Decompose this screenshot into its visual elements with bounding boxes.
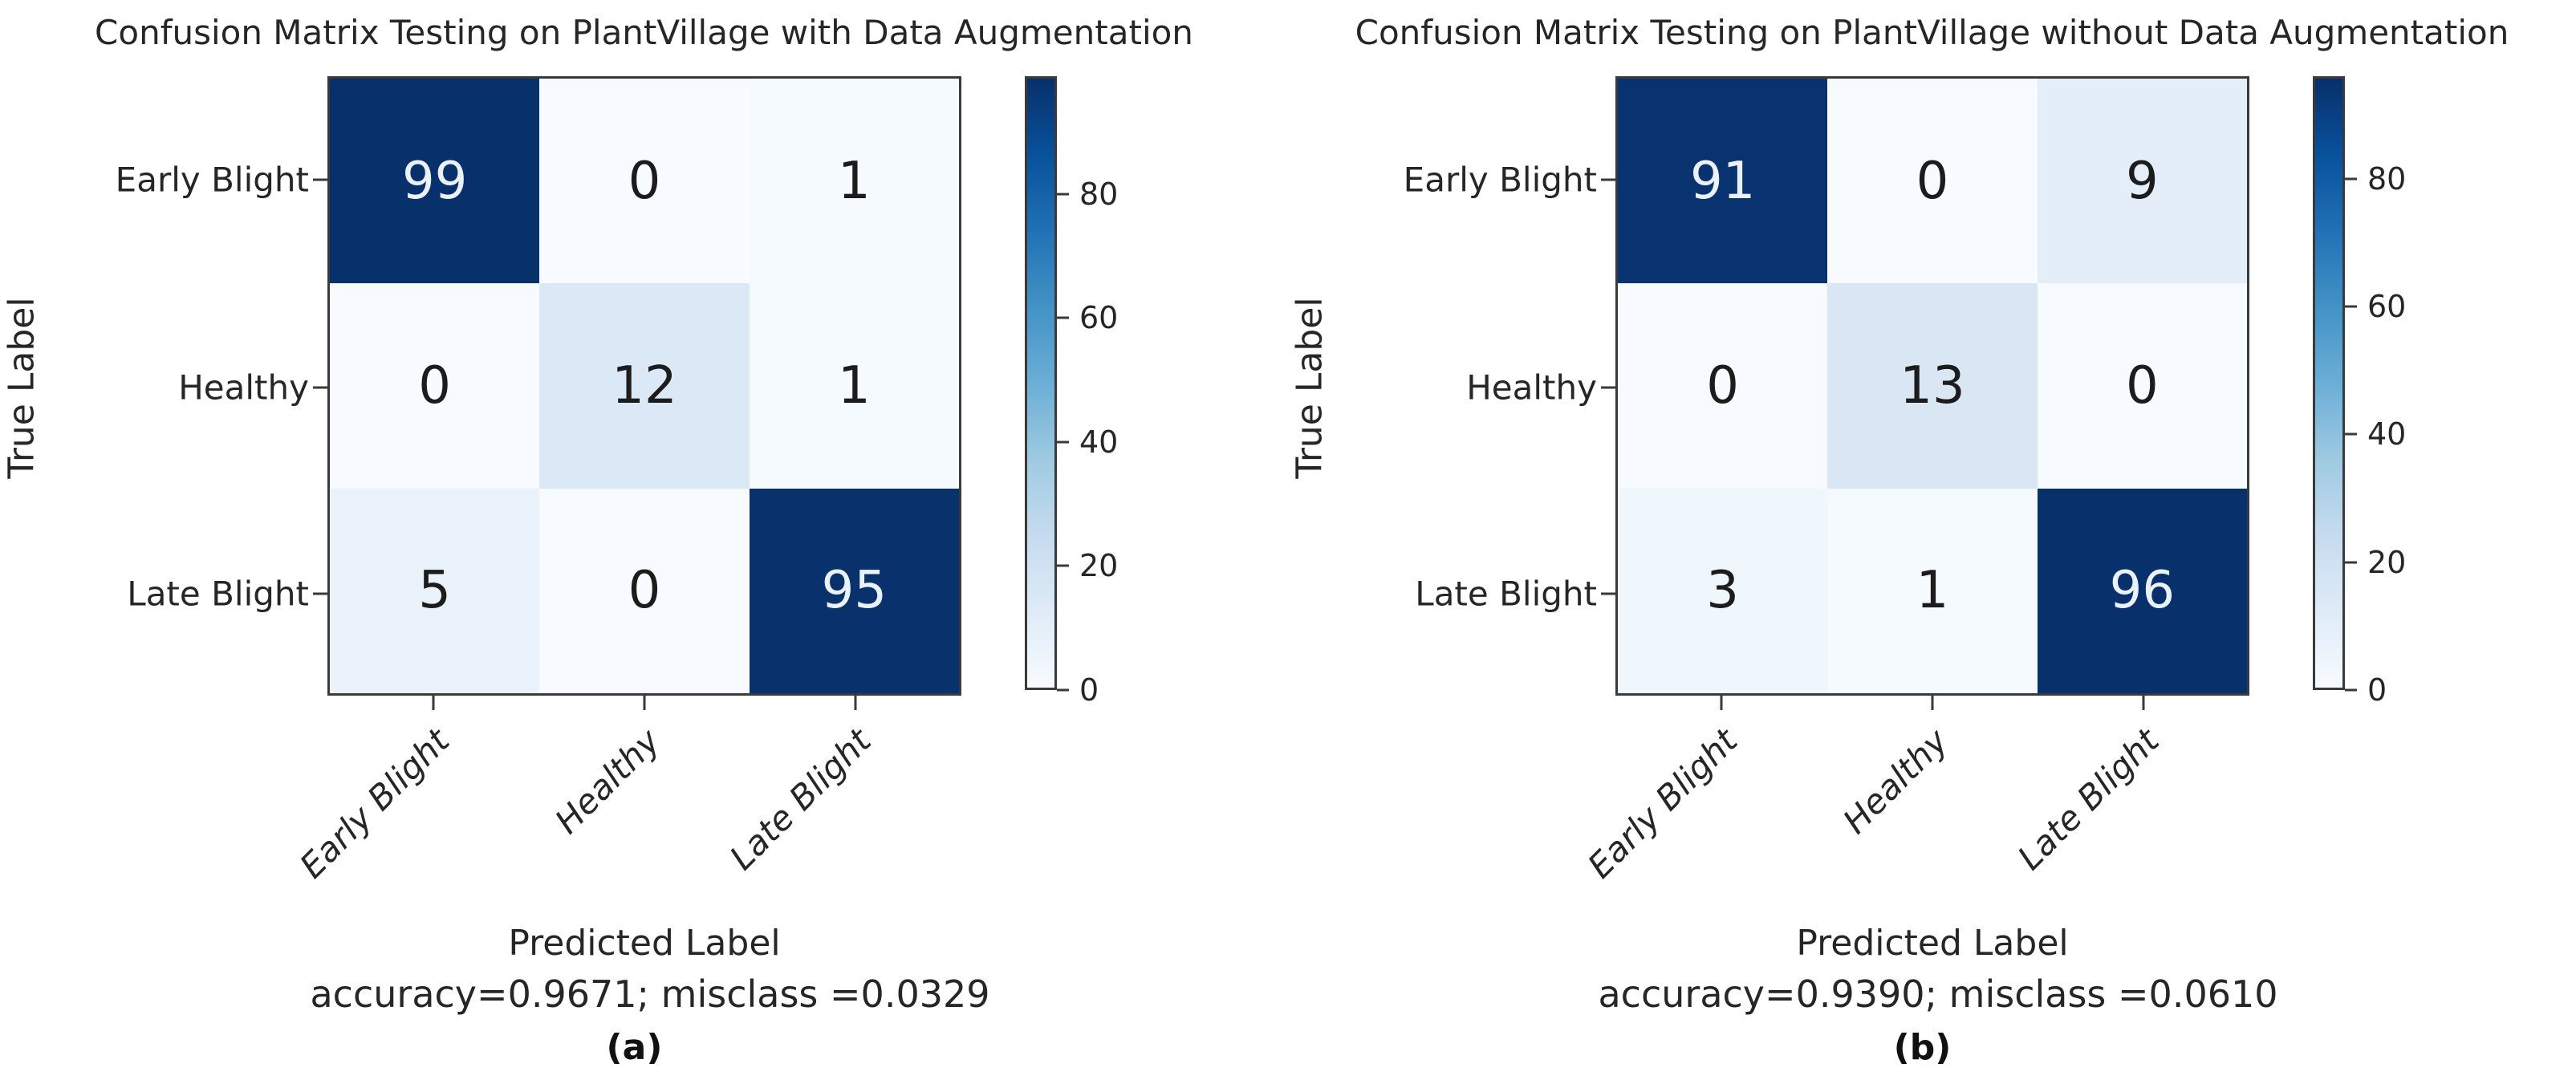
matrix-cell: 0	[1618, 283, 1828, 489]
matrix-cell: 9	[2037, 79, 2247, 284]
colorbar-tick-label: 40	[2367, 416, 2407, 453]
colorbar-tick-mark	[1057, 440, 1069, 444]
colorbar-tick-label: 0	[2367, 672, 2387, 708]
colorbar-tick-mark	[2345, 561, 2357, 564]
colorbar-tick-label: 20	[2367, 544, 2407, 580]
matrix-cell: 3	[1618, 488, 1828, 693]
x-tick-mark	[2142, 696, 2145, 710]
matrix-cell: 99	[330, 79, 540, 284]
matrix-cell: 1	[1827, 488, 2038, 693]
colorbar-tick-label: 80	[2367, 160, 2407, 197]
y-tick-label: Early Blight	[1403, 160, 1597, 200]
matrix-cell: 12	[539, 283, 750, 489]
x-tick-mark	[643, 696, 646, 710]
y-tick-label: Late Blight	[127, 574, 309, 614]
x-tick-label: Healthy	[547, 721, 668, 842]
matrix-cell: 0	[330, 283, 540, 489]
matrix-cell: 5	[330, 488, 540, 693]
x-tick-label: Early Blight	[1579, 721, 1745, 886]
colorbar-gradient	[1025, 76, 1057, 690]
colorbar-tick-mark	[1057, 688, 1069, 692]
panel-caption: (b)	[1893, 1027, 1952, 1068]
y-tick-mark	[313, 386, 327, 389]
y-tick-label: Healthy	[1466, 367, 1597, 408]
colorbar-scale: 0 20 40 60 80	[2345, 76, 2473, 705]
y-tick-mark	[1601, 178, 1615, 181]
heatmap-b: 91 0 9 0 13 0 3 1 96	[1615, 76, 2249, 696]
colorbar-tick-mark	[2345, 177, 2357, 181]
matrix-cell: 13	[1827, 283, 2038, 489]
x-axis-title: Predicted Label	[508, 923, 781, 964]
chart-title: Confusion Matrix Testing on PlantVillage…	[95, 13, 1193, 52]
accuracy-stats: accuracy=0.9671; misclass =0.0329	[310, 972, 990, 1016]
colorbar-tick-label: 80	[1079, 176, 1119, 212]
y-tick-mark	[1601, 592, 1615, 595]
matrix-cell: 1	[749, 79, 959, 284]
colorbar-tick-mark	[2345, 305, 2357, 308]
colorbar-tick-label: 0	[1079, 672, 1099, 708]
y-tick-mark	[313, 178, 327, 181]
x-tick-label: Late Blight	[722, 721, 879, 878]
heatmap-a: 99 0 1 0 12 1 5 0 95	[327, 76, 961, 696]
colorbar-scale: 0 20 40 60 80	[1057, 76, 1185, 705]
matrix-cell: 0	[539, 488, 750, 693]
colorbar: 0 20 40 60 80	[1025, 76, 1118, 705]
colorbar-tick-label: 20	[1079, 548, 1119, 584]
colorbar-tick-mark	[1057, 193, 1069, 196]
y-tick-label: Late Blight	[1415, 574, 1597, 614]
colorbar-tick-mark	[2345, 432, 2357, 436]
colorbar-tick-mark	[2345, 688, 2357, 692]
colorbar-tick-label: 40	[1079, 424, 1119, 460]
matrix-cell: 95	[749, 488, 959, 693]
panel-caption: (a)	[606, 1027, 663, 1068]
colorbar-tick-mark	[1057, 316, 1069, 319]
x-tick-label: Healthy	[1835, 721, 1956, 842]
colorbar-gradient	[2313, 76, 2345, 690]
matrix-cell: 0	[1827, 79, 2038, 284]
chart-title: Confusion Matrix Testing on PlantVillage…	[1355, 13, 2509, 52]
colorbar-tick-label: 60	[2367, 288, 2407, 324]
x-axis-title: Predicted Label	[1796, 923, 2069, 964]
x-tick-label: Early Blight	[291, 721, 457, 886]
matrix-cell: 1	[749, 283, 959, 489]
x-tick-mark	[854, 696, 857, 710]
y-tick-mark	[1601, 386, 1615, 389]
y-tick-label: Early Blight	[115, 160, 309, 200]
accuracy-stats: accuracy=0.9390; misclass =0.0610	[1598, 972, 2278, 1016]
x-tick-mark	[1931, 696, 1934, 710]
matrix-cell: 0	[539, 79, 750, 284]
x-tick-label: Late Blight	[2010, 721, 2167, 878]
colorbar-tick-label: 60	[1079, 300, 1119, 336]
colorbar-tick-mark	[1057, 564, 1069, 567]
x-tick-mark	[1720, 696, 1723, 710]
matrix-cell: 91	[1618, 79, 1828, 284]
matrix-cell: 96	[2037, 488, 2247, 693]
y-tick-label: Healthy	[178, 367, 309, 408]
panel-b: Confusion Matrix Testing on PlantVillage…	[1288, 0, 2576, 1088]
colorbar: 0 20 40 60 80	[2313, 76, 2406, 705]
y-tick-mark	[313, 592, 327, 595]
panel-a: Confusion Matrix Testing on PlantVillage…	[2, 13, 1193, 1068]
x-tick-mark	[432, 696, 435, 710]
matrix-cell: 0	[2037, 283, 2247, 489]
